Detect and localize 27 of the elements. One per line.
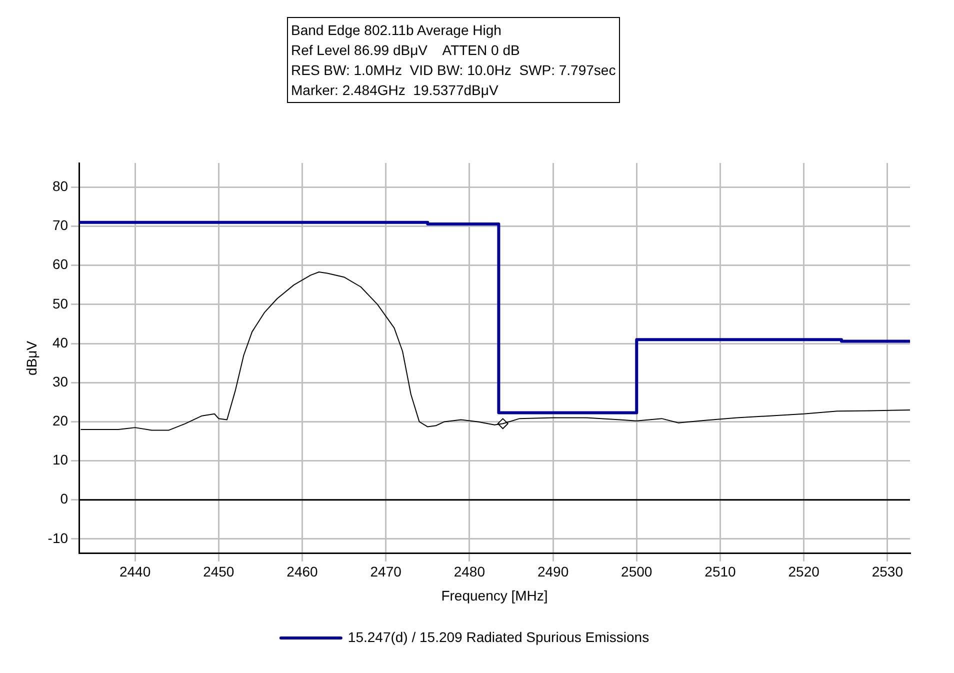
x-axis-title: Frequency [MHz] (441, 587, 548, 604)
x-tick-label: 2460 (286, 564, 318, 580)
y-tick-label: 10 (52, 452, 68, 468)
x-tick-label: 2510 (704, 564, 736, 580)
x-tick-label: 2530 (872, 564, 904, 580)
y-tick-label: -10 (48, 530, 68, 546)
x-tick-label: 2440 (119, 564, 151, 580)
y-tick-label: 40 (52, 334, 68, 350)
x-tick-label: 2480 (454, 564, 486, 580)
y-axis-title: dBμV (23, 340, 40, 376)
y-tick-label: 30 (52, 373, 68, 390)
x-tick-label: 2490 (537, 564, 569, 580)
x-tick-label: 2470 (370, 564, 402, 580)
x-tick-label: 2450 (203, 564, 234, 580)
x-tick-label: 2520 (788, 564, 820, 580)
y-tick-label: 80 (52, 178, 68, 194)
legend-label: 15.247(d) / 15.209 Radiated Spurious Emissions (348, 628, 650, 645)
y-tick-label: 60 (52, 256, 68, 272)
x-tick-label: 2500 (621, 564, 652, 580)
y-tick-label: 70 (52, 217, 68, 234)
y-tick-label: 0 (60, 490, 68, 507)
text: Band Edge 802.11b Average High (291, 21, 502, 40)
y-tick-label: 50 (52, 295, 68, 312)
text: RES BW: 1.0MHz VID BW: 10.0Hz SWP: 7.797sec (291, 61, 616, 80)
text: Marker: 2.484GHz 19.5377dBμV (291, 81, 500, 100)
text: Ref Level 86.99 dBμV ATTEN 0 dB (291, 41, 521, 60)
y-tick-label: 20 (52, 412, 68, 429)
